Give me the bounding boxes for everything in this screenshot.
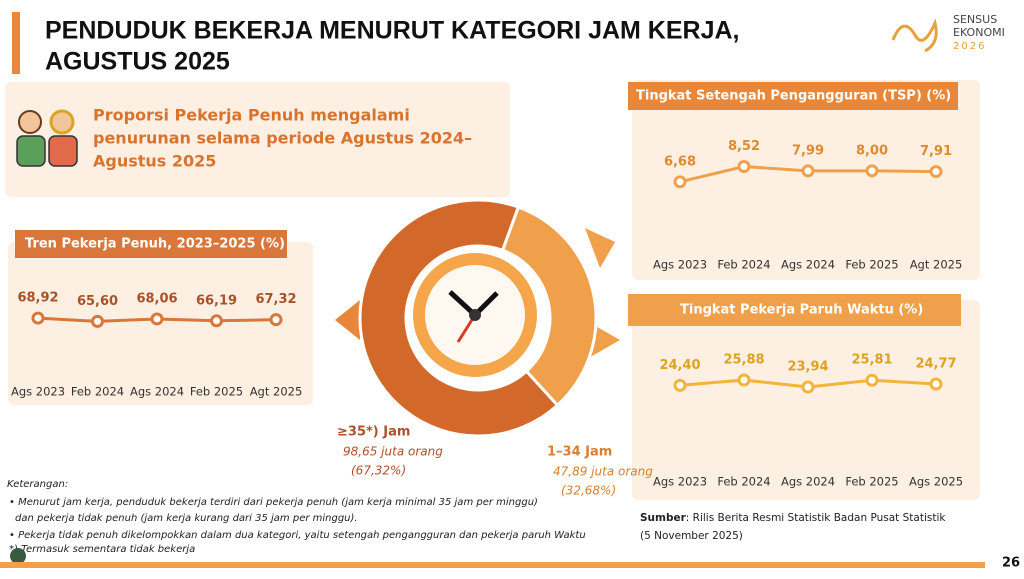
x-tick-label: Agt 2025	[250, 385, 303, 399]
note-line: • Pekerja tidak penuh dikelompokkan dala…	[9, 530, 586, 541]
footer-bar	[0, 562, 985, 568]
point	[673, 175, 687, 189]
x-tick-label: Feb 2024	[71, 385, 124, 399]
value-label: 7,91	[920, 144, 952, 159]
value-label: 23,94	[787, 360, 828, 375]
people-icon	[16, 109, 78, 167]
page-number: 26	[1002, 556, 1020, 571]
x-tick-label: Ags 2024	[781, 475, 835, 489]
panel-tab	[628, 294, 961, 326]
clock	[413, 253, 537, 377]
donut-chart	[358, 198, 598, 438]
x-tick-label: Ags 2023	[653, 258, 707, 272]
note-line: *) Termasuk sementara tidak bekerja	[9, 544, 195, 555]
highlight-text: Agustus 2025	[93, 152, 216, 171]
segment-label: 1–34 Jam	[547, 445, 612, 460]
point	[150, 312, 164, 326]
point	[31, 311, 45, 325]
value-label: 67,32	[255, 292, 296, 307]
value-label: 25,88	[723, 352, 764, 367]
x-tick-label: Ags 2024	[781, 258, 835, 272]
value-label: 6,68	[664, 154, 696, 169]
source-text: : Rilis Berita Resmi Statistik Badan Pus…	[686, 512, 947, 524]
point	[929, 165, 943, 179]
chart-title: Tren Pekerja Penuh, 2023–2025 (%)	[25, 237, 285, 252]
logo-text: EKONOMI	[953, 26, 1005, 39]
segment-percent: (32,68%)	[561, 484, 616, 498]
panel	[632, 300, 980, 500]
segment-count: 47,89 juta orang	[553, 465, 653, 479]
panel-tab	[628, 82, 958, 110]
x-tick-label: Ags 2025	[909, 475, 963, 489]
x-tick-label: Ags 2023	[11, 385, 65, 399]
x-tick-label: Feb 2025	[190, 385, 243, 399]
point	[865, 164, 879, 178]
x-tick-label: Feb 2024	[717, 475, 770, 489]
highlight-text: penurunan selama periode Agustus 2024–	[93, 129, 472, 148]
page-title: AGUSTUS 2025	[45, 48, 230, 76]
point	[801, 164, 815, 178]
x-tick-label: Feb 2025	[845, 475, 898, 489]
value-label: 66,19	[196, 293, 237, 308]
x-tick-label: Ags 2024	[130, 385, 184, 399]
x-tick-label: Agt 2025	[910, 258, 963, 272]
value-label: 65,60	[77, 294, 118, 309]
value-label: 68,06	[136, 291, 177, 306]
value-label: 24,77	[915, 357, 956, 372]
panel	[632, 80, 980, 280]
value-label: 24,40	[659, 358, 700, 373]
point	[210, 314, 223, 328]
chart-title: Tingkat Setengah Pengangguran (TSP) (%)	[636, 89, 951, 104]
chart-title: Tingkat Pekerja Paruh Waktu (%)	[680, 303, 923, 318]
x-tick-label: Feb 2025	[845, 258, 898, 272]
highlight-box	[5, 82, 510, 197]
x-tick-label: Feb 2024	[717, 258, 770, 272]
panel-tab	[15, 230, 287, 258]
page-title: PENDUDUK BEKERJA MENURUT KATEGORI JAM KE…	[45, 17, 740, 45]
notes-heading: Keterangan:	[7, 479, 68, 490]
point	[801, 380, 815, 394]
source: Sumber: Rilis Berita Resmi Statistik Bad…	[640, 512, 946, 524]
note-line: • Menurut jam kerja, penduduk bekerja te…	[9, 497, 538, 508]
logo: SENSUS EKONOMI 2026	[891, 13, 1005, 53]
logo-text: SENSUS	[953, 13, 997, 26]
value-label: 8,52	[728, 139, 760, 154]
highlight-text: Proporsi Pekerja Penuh mengalami	[93, 106, 410, 125]
source-date: (5 November 2025)	[640, 530, 743, 542]
point	[673, 378, 687, 392]
segment-label: ≥35*) Jam	[337, 425, 410, 440]
note-line: dan pekerja tidak penuh (jam kerja kuran…	[15, 513, 358, 524]
point	[737, 373, 751, 387]
value-label: 25,81	[851, 353, 892, 368]
donut-segment	[500, 205, 598, 408]
donut-segment	[358, 198, 560, 438]
point	[865, 373, 879, 387]
value-label: 68,92	[17, 291, 58, 306]
logo-text: 2026	[953, 41, 986, 52]
x-tick-label: Ags 2023	[653, 475, 707, 489]
point	[269, 313, 283, 327]
value-label: 8,00	[856, 143, 888, 158]
segment-count: 98,65 juta orang	[343, 445, 443, 459]
source-label: Sumber	[640, 512, 687, 524]
point	[929, 377, 943, 391]
title-accent	[12, 12, 20, 74]
edit-icon[interactable]	[10, 548, 26, 564]
point	[91, 314, 104, 328]
point	[737, 160, 751, 173]
segment-percent: (67,32%)	[351, 464, 406, 478]
value-label: 7,99	[792, 143, 824, 158]
